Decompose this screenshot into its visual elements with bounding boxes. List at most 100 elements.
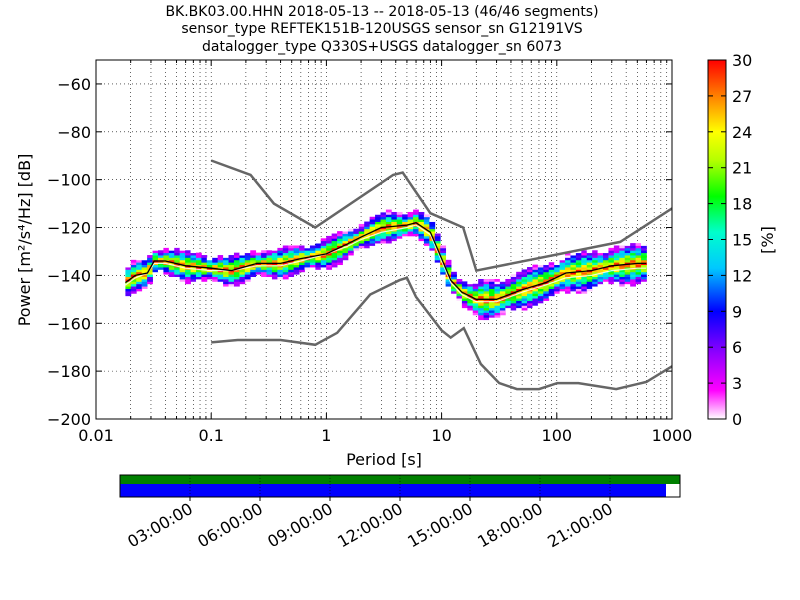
heatmap-cell (396, 221, 403, 225)
heatmap-cell (244, 259, 251, 263)
heatmap-cell (581, 255, 588, 258)
heatmap-cell (385, 219, 392, 222)
heatmap-cell (570, 276, 577, 280)
heatmap-cell (250, 255, 257, 258)
heatmap-cell (472, 295, 479, 299)
heatmap-cell (152, 247, 159, 251)
heatmap-cell (630, 276, 636, 280)
heatmap-cell (288, 271, 295, 275)
heatmap-cell (537, 278, 544, 282)
heatmap-cell (277, 247, 284, 251)
heatmap-cell (320, 238, 327, 242)
heatmap-cell (434, 233, 441, 237)
heatmap-cell (586, 288, 593, 292)
heatmap-cell (304, 247, 311, 251)
heatmap-cell (233, 276, 240, 280)
heatmap-cell (521, 288, 528, 292)
heatmap-cell (527, 276, 533, 280)
heatmap-cell (565, 255, 571, 258)
heatmap-cell (521, 302, 528, 306)
heatmap-cell (483, 314, 490, 318)
heatmap-cell (603, 276, 609, 280)
heatmap-cell (239, 255, 246, 258)
heatmap-cell (380, 223, 387, 227)
heatmap-cell (201, 274, 208, 277)
heatmap-cell (429, 228, 436, 232)
heatmap-cell (548, 267, 555, 270)
heatmap-cell (472, 302, 479, 306)
chart-title-line-2: sensor_type REFTEK151B-120USGS sensor_sn… (181, 21, 582, 37)
heatmap-cell (407, 223, 414, 227)
heatmap-cell (494, 305, 501, 309)
heatmap-cell (505, 290, 512, 294)
heatmap-cell (315, 262, 322, 266)
heatmap-cell (423, 226, 430, 230)
heatmap-cell (597, 264, 604, 268)
heatmap-cell (516, 283, 523, 287)
heatmap-cell (505, 302, 512, 306)
heatmap-cell (603, 274, 609, 277)
heatmap-cell (385, 216, 392, 220)
heatmap-cell (337, 243, 343, 246)
heatmap-cell (185, 259, 191, 263)
heatmap-cell (288, 264, 295, 268)
heatmap-cell (174, 259, 181, 263)
heatmap-cell (575, 290, 582, 294)
heatmap-cell (467, 307, 474, 311)
heatmap-cell (537, 300, 544, 304)
heatmap-cell (570, 281, 577, 285)
heatmap-cell (440, 267, 447, 270)
heatmap-cell (619, 247, 626, 251)
heatmap-cell (206, 259, 213, 263)
heatmap-cell (320, 267, 327, 270)
heatmap-cell (185, 257, 191, 261)
heatmap-cell (136, 278, 143, 282)
heatmap-cell (451, 290, 457, 294)
heatmap-cell (635, 243, 642, 246)
heatmap-cell (174, 269, 181, 273)
heatmap-cell (293, 245, 300, 249)
heatmap-cell (489, 310, 495, 313)
heatmap-cell (565, 286, 571, 289)
heatmap-cell (603, 259, 609, 263)
heatmap-cell (635, 245, 642, 249)
heatmap-cell (320, 262, 327, 266)
heatmap-cell (537, 264, 544, 268)
heatmap-cell (282, 274, 289, 277)
heatmap-cell (364, 238, 371, 242)
heatmap-cell (223, 257, 229, 261)
heatmap-cell (494, 295, 501, 299)
heatmap-cell (440, 257, 447, 261)
heatmap-cell (304, 255, 311, 258)
heatmap-cell (223, 283, 229, 287)
heatmap-cell (125, 274, 132, 277)
heatmap-cell (369, 216, 376, 220)
heatmap-cell (505, 288, 512, 292)
heatmap-cell (141, 274, 148, 277)
heatmap-cell (130, 267, 137, 270)
heatmap-cell (413, 231, 419, 234)
heatmap-cell (489, 307, 495, 311)
heatmap-cell (152, 271, 159, 275)
heatmap-cell (309, 264, 316, 268)
heatmap-cell (396, 219, 403, 222)
heatmap-cell (353, 247, 360, 251)
heatmap-cell (461, 302, 468, 306)
heatmap-cell (505, 286, 512, 289)
colorbar-ticks: 0 3 6 9 12 15 18 21 24 27 30 (708, 51, 752, 429)
heatmap-cell (185, 250, 191, 254)
heatmap-cell (445, 271, 452, 275)
heatmap-cell (293, 262, 300, 266)
heatmap-cell (299, 255, 305, 258)
heatmap-cell (391, 223, 398, 227)
heatmap-cell (543, 295, 550, 299)
heatmap-cell (499, 290, 506, 294)
heatmap-cell (641, 255, 647, 258)
heatmap-cell (342, 228, 349, 232)
heatmap-cell (624, 255, 631, 258)
heatmap-cell (570, 271, 577, 275)
heatmap-cell (597, 259, 604, 263)
timeline-tick-label: 12:00:00 (334, 499, 406, 551)
heatmap-cell (635, 271, 642, 275)
heatmap-cell (347, 231, 354, 234)
